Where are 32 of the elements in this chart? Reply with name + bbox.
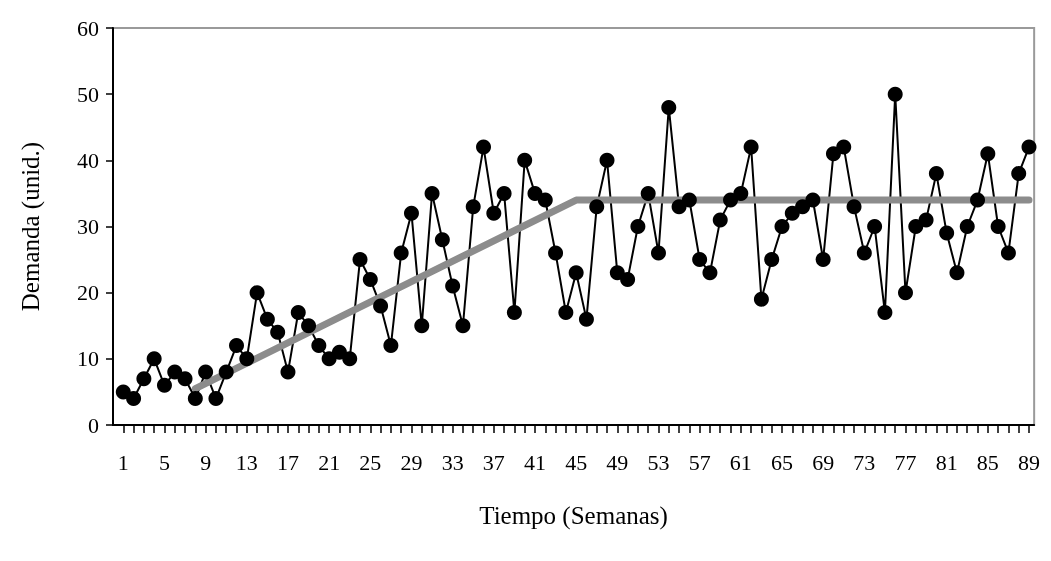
- x-tick-label: 69: [812, 449, 835, 475]
- x-tick-label: 65: [770, 449, 793, 475]
- y-tick-label: 30: [77, 214, 99, 239]
- x-tick-label: 37: [482, 449, 505, 475]
- x-tick-label: 89: [1018, 449, 1040, 475]
- y-tick-label: 10: [77, 346, 99, 372]
- x-tick-label: 53: [647, 449, 670, 475]
- x-tick-label: 25: [359, 449, 382, 475]
- y-tick-label: 20: [77, 280, 99, 306]
- y-tick-label: 50: [77, 81, 99, 107]
- x-tick-label: 61: [729, 449, 752, 475]
- y-axis-title: Demanda (unid.): [17, 141, 45, 312]
- x-tick-label: 1: [117, 449, 129, 475]
- x-tick-label: 5: [158, 449, 170, 475]
- x-tick-label: 81: [935, 449, 958, 475]
- y-tick-label: 60: [77, 15, 99, 41]
- x-tick-label: 9: [200, 449, 212, 475]
- x-tick-label: 49: [606, 449, 629, 475]
- x-tick-label: 85: [976, 449, 999, 475]
- x-tick-label: 45: [565, 449, 588, 475]
- x-axis-title: Tiempo (Semanas): [479, 502, 668, 530]
- x-tick-label: 17: [276, 449, 299, 475]
- y-tick-label: 0: [88, 412, 99, 438]
- x-tick-label: 57: [688, 449, 711, 475]
- x-tick-label: 13: [235, 449, 258, 475]
- x-tick-label: 21: [318, 449, 341, 475]
- x-tick-label: 41: [523, 449, 546, 475]
- x-tick-label: 33: [441, 449, 464, 475]
- y-tick-label: 40: [77, 147, 99, 173]
- x-tick-label: 29: [400, 449, 423, 475]
- x-tick-label: 73: [853, 449, 876, 475]
- x-tick-label: 77: [894, 449, 917, 475]
